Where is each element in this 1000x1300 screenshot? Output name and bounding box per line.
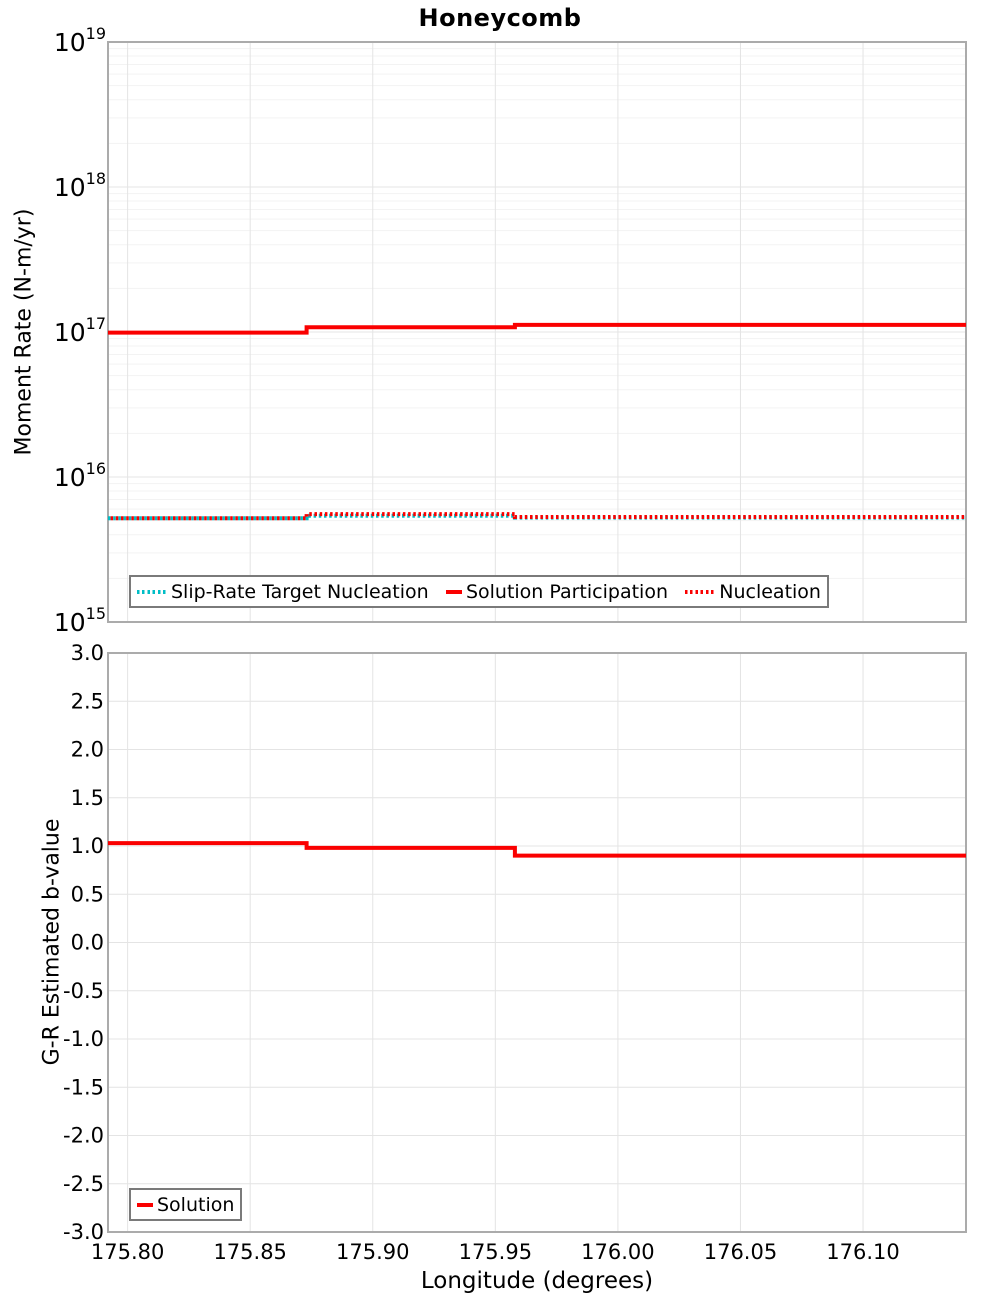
y-tick-label: 1015 xyxy=(54,604,106,637)
legend-item-solution-participation: Solution Participation xyxy=(445,580,668,603)
legend-label: Solution Participation xyxy=(465,580,668,603)
x-tick-label: 175.85 xyxy=(213,1240,286,1264)
y-tick-label: 1.0 xyxy=(71,834,104,858)
top-y-axis-title: Moment Rate (N-m/yr) xyxy=(11,208,37,456)
y-tick-label: 1019 xyxy=(54,24,106,57)
legend-item-solution: Solution xyxy=(137,1194,234,1216)
y-tick-label: -2.0 xyxy=(63,1124,104,1148)
y-tick-label: -1.0 xyxy=(63,1027,104,1051)
x-tick-label: 176.05 xyxy=(704,1240,777,1264)
x-axis-title: Longitude (degrees) xyxy=(420,1268,654,1294)
bottom-y-axis-title: G-R Estimated b-value xyxy=(39,818,65,1066)
legend-label: Solution xyxy=(157,1193,235,1216)
legend-label: Nucleation xyxy=(719,580,821,603)
series-line-solution xyxy=(108,841,966,858)
y-tick-label: -3.0 xyxy=(63,1220,104,1244)
x-tick-label: 175.80 xyxy=(91,1240,164,1264)
y-tick-label: 1.5 xyxy=(71,786,104,810)
legend-label: Slip-Rate Target Nucleation xyxy=(171,580,429,603)
y-tick-label: 1017 xyxy=(54,314,106,347)
solution-line-swatch-icon xyxy=(137,1202,153,1207)
plot-panel-1: 3.0 2.5 2.0 1.5 1.0 0.5 0.0 -0.5 -1.0 -1.5 -2.0 -2.… xyxy=(63,641,967,1264)
x-tick-label: 175.90 xyxy=(336,1240,409,1264)
y-tick-label: 0.5 xyxy=(71,882,104,906)
nucleation-line-swatch-icon xyxy=(685,589,716,594)
top-legend: Slip-Rate Target Nucleation Solution Par… xyxy=(129,575,829,608)
series-line-nucleation xyxy=(108,512,966,521)
y-tick-label: 1018 xyxy=(54,169,106,202)
plot-panel-0: 1019 1018 1017 1016 1015 xyxy=(54,24,967,637)
solution-participation-line-swatch-icon xyxy=(445,589,462,594)
bottom-legend: Solution xyxy=(129,1188,243,1221)
x-tick-label: 176.10 xyxy=(826,1240,899,1264)
y-tick-label: 3.0 xyxy=(71,641,104,665)
legend-item-nucleation: Nucleation xyxy=(685,581,821,603)
x-tick-label: 176.00 xyxy=(581,1240,654,1264)
y-tick-label: 2.5 xyxy=(71,689,104,713)
series-line-solution-participation xyxy=(108,322,966,335)
x-tick-label: 175.95 xyxy=(459,1240,532,1264)
y-tick-label: 0.0 xyxy=(71,931,104,955)
y-tick-label: -0.5 xyxy=(63,979,104,1003)
legend-item-slip-rate-target-nucleation: Slip-Rate Target Nucleation xyxy=(137,581,429,603)
y-tick-label: 1016 xyxy=(54,459,106,492)
slip-rate-target-nucleation-line-swatch-icon xyxy=(137,589,167,594)
plot-border xyxy=(107,652,967,1233)
chart-title: Honeycomb xyxy=(418,4,582,32)
y-tick-label: -2.5 xyxy=(63,1172,104,1196)
y-tick-label: 2.0 xyxy=(71,738,104,762)
y-tick-label: -1.5 xyxy=(63,1075,104,1099)
